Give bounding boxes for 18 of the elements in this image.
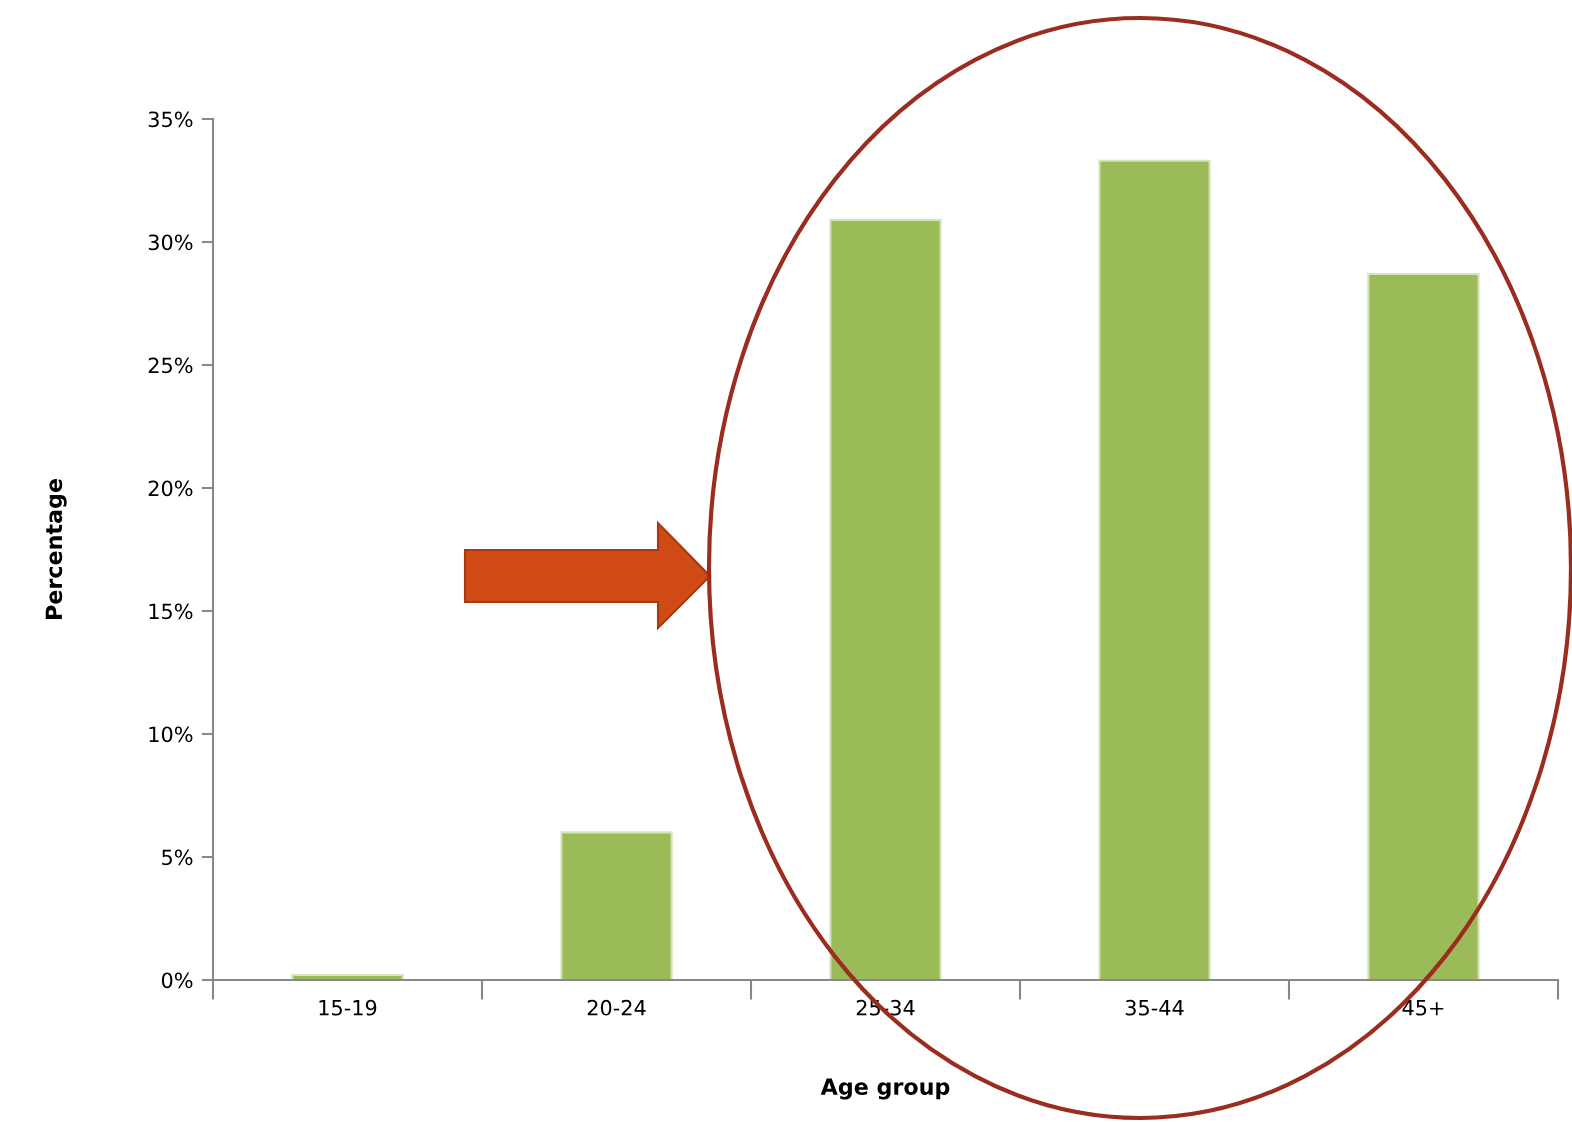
x-tick-label: 20-24	[587, 999, 646, 1016]
bar	[560, 831, 673, 980]
bar	[829, 218, 942, 980]
x-tick-label: 45+	[1402, 1000, 1444, 1016]
bar	[1367, 272, 1480, 980]
x-tick-label: 35-44	[1125, 999, 1184, 1016]
y-tick-label: 15%	[149, 603, 193, 620]
x-axis-title: Age group	[820, 1078, 950, 1100]
y-tick-label: 20%	[148, 480, 193, 497]
y-tick-label: 30%	[148, 234, 193, 251]
y-axis-title: Percentage	[45, 479, 67, 619]
x-tick-label: 15-19	[319, 999, 377, 1016]
bar	[1098, 159, 1211, 980]
y-tick-label: 35%	[148, 111, 193, 128]
y-tick-label: 10%	[149, 726, 193, 743]
y-tick-label: 25%	[148, 357, 193, 374]
y-tick-label: 5%	[162, 849, 193, 866]
y-tick-label: 0%	[161, 972, 193, 989]
